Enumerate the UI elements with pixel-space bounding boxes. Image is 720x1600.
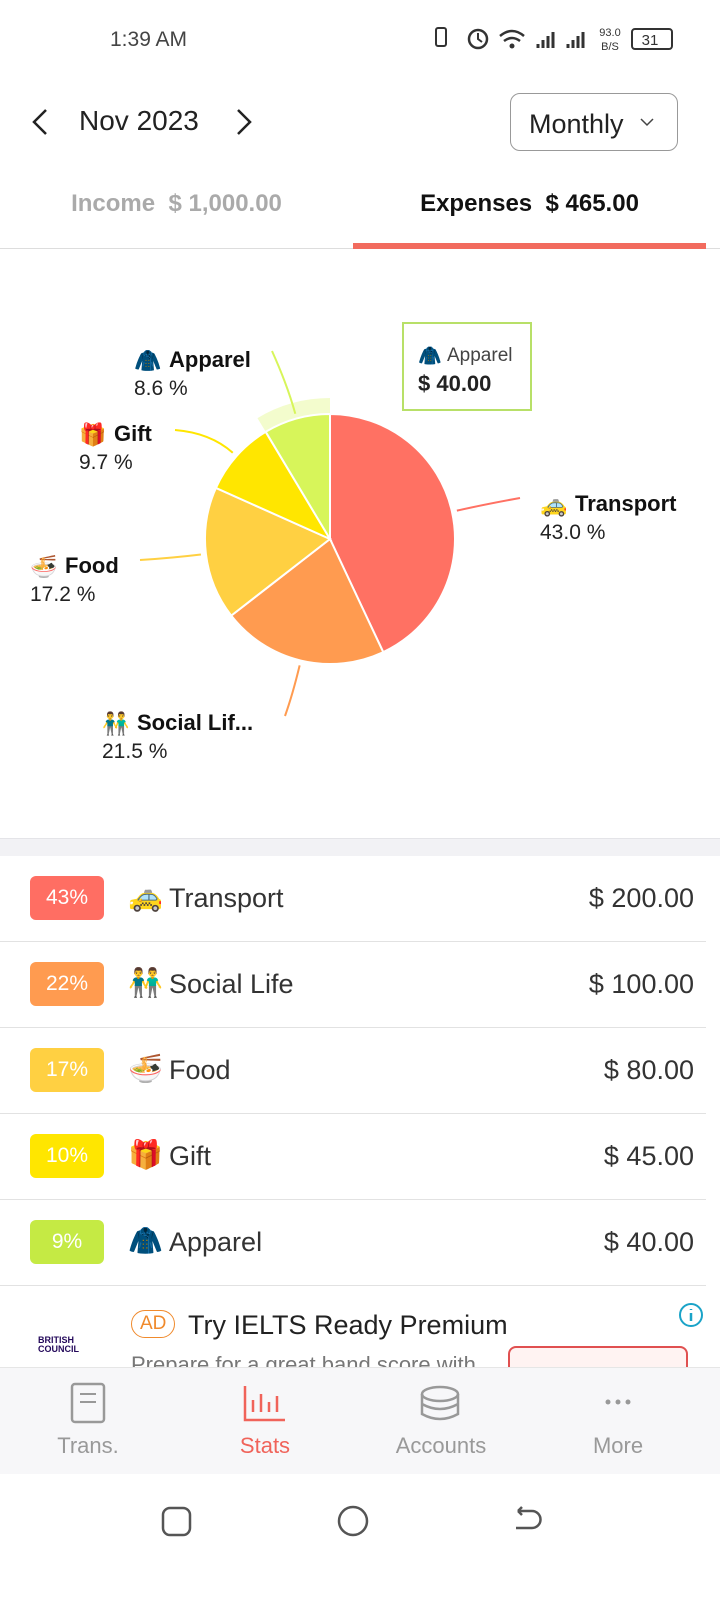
percent-badge: 17% (30, 1048, 104, 1092)
slice-label: Food (65, 553, 119, 578)
ad-brand: BRITISH COUNCIL (38, 1335, 79, 1354)
leader-line (139, 553, 202, 561)
tab-label: Income (71, 190, 156, 217)
category-amount: $ 200.00 (588, 883, 694, 913)
slice-icon: 👬 (102, 711, 129, 737)
slice-label: Apparel (169, 347, 251, 372)
slice-label: Gift (114, 421, 153, 446)
slice-value-label: 9.7 % (79, 451, 133, 474)
category-row[interactable]: 10% 🎁 Gift $ 45.00 (0, 1113, 706, 1200)
expenses-tab[interactable]: Expenses $ 465.00 (353, 190, 706, 218)
percent-badge: 9% (30, 1220, 104, 1264)
pie-slice (214, 430, 333, 542)
system-nav (161, 1505, 542, 1537)
slice-highlight (257, 398, 330, 432)
time: 1:39 AM (110, 28, 188, 51)
tooltip-category: Apparel (447, 345, 513, 366)
category-amount: $ 40.00 (603, 1227, 694, 1257)
pie-slice (229, 537, 385, 665)
category-icon: 🚕 (128, 880, 163, 913)
category-name: Food (169, 1055, 231, 1085)
pie-chart: 🚕 Transport 43.0 % 👬 Social Lif... 21.5 % 🍜 Foo… (30, 322, 677, 763)
tab-label: Expenses (420, 190, 533, 217)
category-row[interactable]: 17% 🍜 Food $ 80.00 (0, 1027, 706, 1114)
ad-text: Prepare for a great band score with (131, 1352, 476, 1367)
speed-unit: B/S (601, 41, 619, 53)
slice-value-label: 43.0 % (540, 521, 605, 544)
dropdown-icon (640, 118, 654, 127)
slice-value-label: 8.6 % (134, 377, 188, 400)
ad-title: Try IELTS Ready Premium (188, 1310, 508, 1340)
category-icon: 🎁 (128, 1138, 163, 1171)
category-name: Gift (169, 1141, 212, 1171)
nav-more[interactable]: More (592, 1433, 644, 1458)
speed: 93.0 (599, 27, 620, 39)
ad-button[interactable] (508, 1346, 688, 1367)
category-icon: 👬 (128, 966, 163, 999)
nav-stats[interactable]: Stats (239, 1433, 291, 1458)
category-icon: 🧥 (128, 1224, 163, 1257)
category-name: Social Life (169, 969, 294, 999)
separator (0, 838, 720, 856)
slice-label: Social Lif... (137, 710, 253, 735)
slice-icon: 🎁 (79, 422, 106, 448)
category-name: Apparel (169, 1227, 263, 1257)
nav-trans[interactable]: Trans. (57, 1433, 119, 1458)
slice-icon: 🚕 (540, 493, 567, 518)
leader-line (284, 665, 301, 717)
income-tab[interactable]: Income $ 1,000.00 (0, 190, 353, 218)
tab-amount: $ 465.00 (545, 190, 639, 217)
percent-badge: 43% (30, 876, 104, 920)
view-label: Monthly (529, 109, 624, 139)
pie-slice (204, 486, 332, 618)
battery: 31 (642, 32, 659, 49)
leader-line (174, 429, 234, 454)
category-row[interactable]: 22% 👬 Social Life $ 100.00 (0, 941, 706, 1028)
status-icons: 93.0 B/S 31 (435, 27, 673, 53)
category-name: Transport (169, 883, 284, 913)
slice-value-label: 17.2 % (30, 583, 95, 606)
pie-slice (264, 412, 331, 543)
slice-value-label: 21.5 % (102, 740, 167, 763)
ad-banner[interactable]: BRITISH COUNCIL AD Try IELTS Ready Premi… (0, 1286, 720, 1367)
slice-icon: 🍜 (30, 554, 57, 580)
category-amount: $ 100.00 (588, 969, 694, 999)
next-button[interactable] (230, 106, 260, 138)
prev-button[interactable] (28, 106, 58, 138)
nav-icons (70, 1382, 631, 1424)
leader-line (456, 497, 521, 512)
slice-label: Transport (575, 491, 677, 516)
tooltip-amount: $ 40.00 (418, 371, 491, 396)
category-row[interactable]: 9% 🧥 Apparel $ 40.00 (0, 1199, 706, 1286)
tab-indicator (353, 243, 706, 249)
nav-accounts[interactable]: Accounts (395, 1433, 487, 1458)
pie-slice (329, 412, 456, 654)
category-icon: 🍜 (128, 1052, 163, 1085)
period: Nov 2023 (79, 105, 199, 136)
slice-icon: 🧥 (134, 349, 161, 374)
bottom-nav (0, 1367, 720, 1474)
category-amount: $ 45.00 (603, 1141, 694, 1171)
percent-badge: 10% (30, 1134, 104, 1178)
tooltip (402, 322, 532, 411)
category-row[interactable]: 43% 🚕 Transport $ 200.00 (0, 855, 706, 942)
tab-amount: $ 1,000.00 (168, 190, 282, 217)
ad-badge: AD (131, 1310, 176, 1338)
view-selector[interactable]: Monthly (510, 93, 678, 151)
ad-info[interactable] (678, 1302, 704, 1328)
tooltip-icon: 🧥 (418, 345, 442, 367)
category-amount: $ 80.00 (603, 1055, 694, 1085)
percent-badge: 22% (30, 962, 104, 1006)
leader-line (271, 350, 297, 414)
